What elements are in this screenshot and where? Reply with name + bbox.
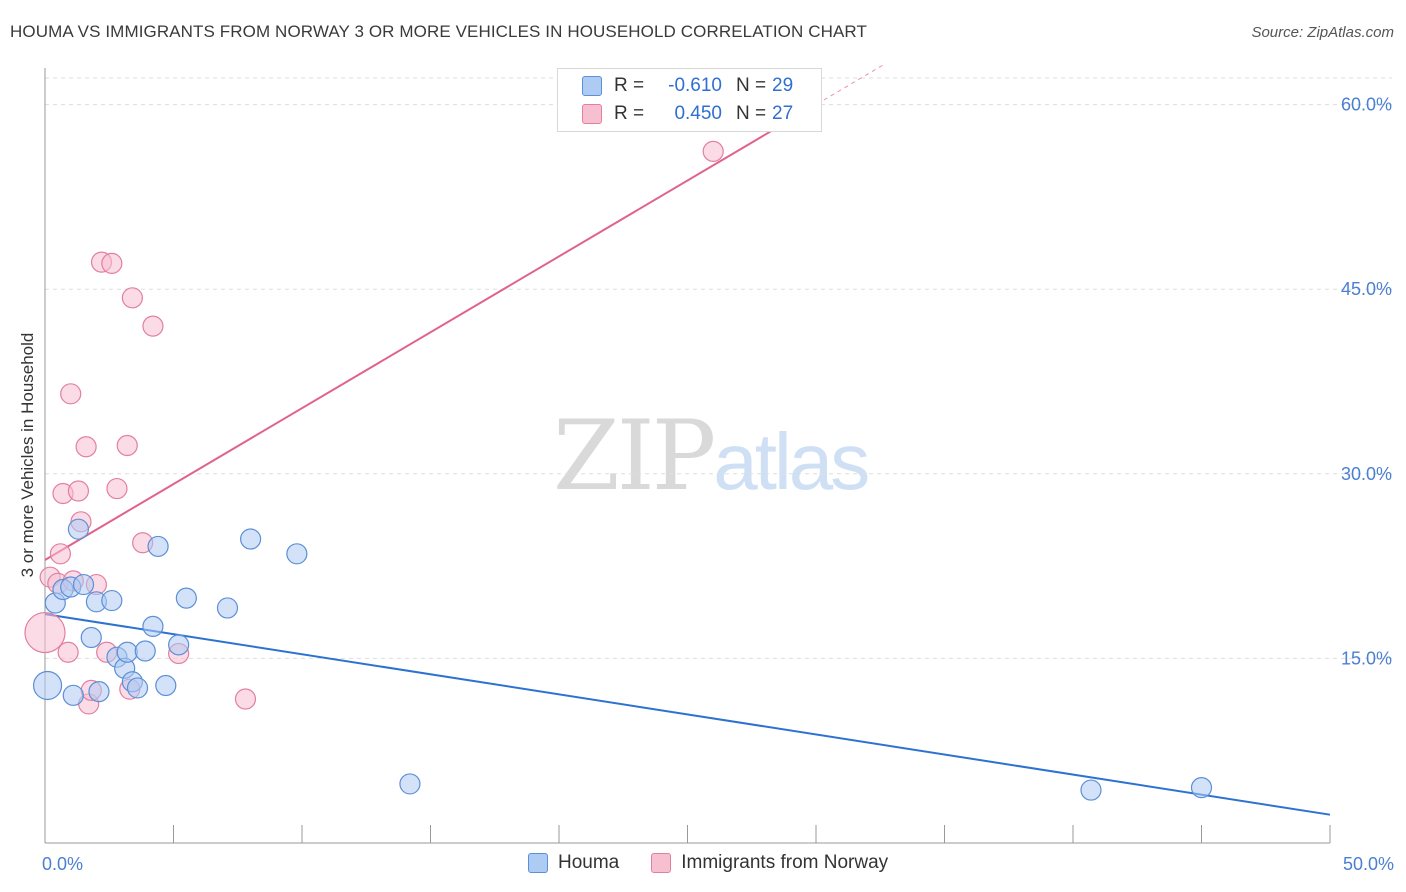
- y-tick-label: 60.0%: [1341, 95, 1392, 115]
- watermark-zip: ZIP: [553, 400, 716, 512]
- y-tick-label: 15.0%: [1341, 648, 1392, 668]
- legend-item-norway: Immigrants from Norway: [651, 852, 888, 874]
- norway-point: [60, 383, 82, 405]
- norway-swatch: [582, 104, 602, 124]
- series-legend: Houma Immigrants from Norway: [528, 852, 920, 874]
- chart-title: HOUMA VS IMMIGRANTS FROM NORWAY 3 OR MOR…: [10, 22, 867, 41]
- trend-lines: [44, 64, 1331, 816]
- norway-swatch: [651, 853, 672, 873]
- houma-swatch: [528, 853, 548, 873]
- houma-point: [72, 573, 95, 596]
- houma-point: [134, 640, 156, 662]
- n-value: 29: [772, 75, 794, 96]
- norway-point: [49, 543, 72, 565]
- n-label: N =: [736, 103, 767, 124]
- x-tick-label: 0.0%: [42, 854, 83, 874]
- houma-trend-line: [44, 613, 1331, 816]
- houma-point: [399, 773, 421, 795]
- legend-label: Houma: [558, 852, 620, 873]
- houma-point: [1190, 777, 1213, 799]
- houma-point: [142, 615, 164, 638]
- houma-point: [240, 528, 262, 550]
- legend-item-houma: Houma: [528, 852, 619, 874]
- r-label: R =: [614, 75, 645, 96]
- houma-point: [168, 634, 190, 656]
- n-value: 27: [772, 103, 794, 124]
- norway-point: [116, 434, 138, 457]
- watermark: ZIPatlas: [553, 400, 870, 512]
- watermark-atlas: atlas: [713, 417, 870, 506]
- r-value: -0.610: [668, 75, 722, 96]
- y-tick-label: 45.0%: [1341, 279, 1392, 299]
- houma-swatch: [582, 76, 602, 96]
- x-tick-label: 50.0%: [1343, 854, 1394, 874]
- houma-point: [62, 684, 84, 706]
- stats-legend: R = -0.610 N = 29 R = 0.450 N = 27: [557, 68, 822, 132]
- norway-point: [75, 436, 97, 458]
- norway-point: [24, 611, 66, 654]
- norway-point: [121, 287, 143, 309]
- houma-point: [32, 670, 63, 701]
- tick-labels: 15.0% 30.0% 45.0% 60.0% 0.0% 50.0%: [42, 95, 1394, 874]
- norway-trend-line: [44, 111, 804, 561]
- norway-point: [702, 140, 724, 162]
- houma-point: [67, 518, 90, 540]
- norway-point: [67, 480, 90, 502]
- legend-row-norway: R = 0.450 N = 27: [582, 100, 793, 128]
- houma-point: [147, 535, 169, 558]
- norway-point: [101, 252, 123, 274]
- houma-point: [80, 626, 102, 649]
- norway-point: [106, 477, 128, 500]
- grid-lines: [45, 77, 1392, 659]
- source-label: Source: ZipAtlas.com: [1251, 24, 1394, 41]
- houma-point: [126, 677, 149, 699]
- n-label: N =: [736, 75, 767, 96]
- houma-point: [175, 587, 197, 609]
- norway-point: [234, 688, 257, 710]
- r-value: 0.450: [674, 103, 722, 124]
- legend-label: Immigrants from Norway: [681, 852, 889, 873]
- r-label: R =: [614, 103, 645, 124]
- y-tick-label: 30.0%: [1341, 464, 1392, 484]
- houma-point: [155, 674, 177, 697]
- legend-row-houma: R = -0.610 N = 29: [582, 72, 793, 100]
- data-points: [24, 140, 1213, 801]
- axes: [44, 68, 1331, 844]
- houma-point: [116, 641, 138, 663]
- houma-point: [1080, 779, 1102, 801]
- houma-point: [216, 597, 239, 619]
- houma-point: [101, 589, 123, 612]
- norway-point: [142, 315, 164, 337]
- norway-point: [57, 641, 79, 663]
- houma-point: [88, 681, 110, 703]
- houma-point: [286, 543, 308, 565]
